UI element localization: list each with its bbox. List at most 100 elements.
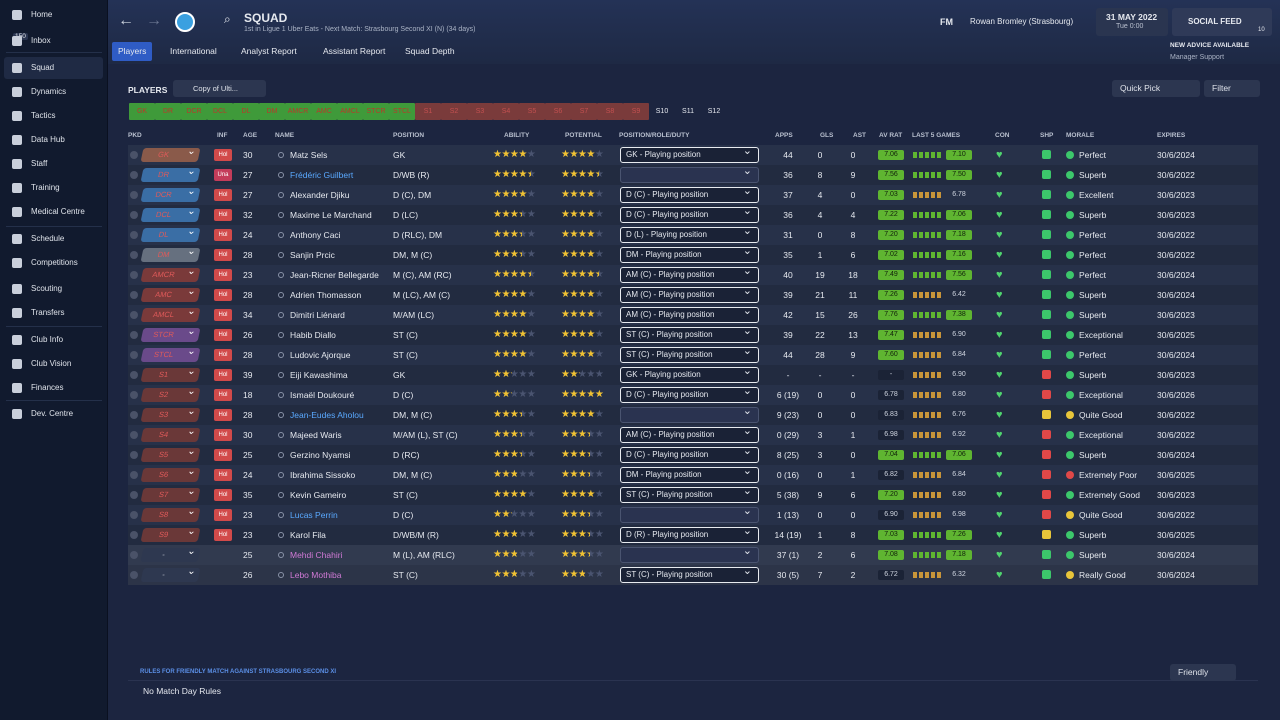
position-button[interactable]: S10 [655, 108, 669, 115]
position-button[interactable]: STCL [389, 103, 415, 120]
nav-item[interactable]: Staff [4, 153, 103, 175]
role-dropdown[interactable] [620, 505, 759, 523]
column-header[interactable]: GLS [820, 132, 834, 139]
player-row[interactable]: GK Hol 30 Matz Sels GK GK - Playing position 4… [128, 145, 1258, 165]
role-dropdown[interactable]: D (L) - Playing position [620, 225, 759, 243]
picked-position[interactable]: S8 [140, 508, 201, 522]
player-row[interactable]: S1 Hol 39 Eiji Kawashima GK GK - Playing posi… [128, 365, 1258, 385]
position-button[interactable]: AMCR [285, 103, 311, 120]
select-dot[interactable] [130, 331, 138, 339]
position-button[interactable]: DCR [181, 103, 207, 120]
player-name[interactable]: Ismaël Doukouré [290, 390, 355, 400]
role-dropdown[interactable] [620, 545, 759, 563]
column-header[interactable]: APPS [775, 132, 793, 139]
player-name[interactable]: Anthony Caci [290, 230, 341, 240]
role-dropdown[interactable]: D (C) - Playing position [620, 445, 759, 463]
player-name[interactable]: Habib Diallo [290, 330, 336, 340]
position-button[interactable]: S9 [623, 103, 649, 120]
nav-item[interactable]: Training [4, 177, 103, 199]
player-row[interactable]: - 25 Mehdi Chahiri M (L), AM (RLC) 37 (1) 2 6 7… [128, 545, 1258, 565]
select-dot[interactable] [130, 551, 138, 559]
player-name[interactable]: Maxime Le Marchand [290, 210, 372, 220]
match-type[interactable]: Friendly [1170, 664, 1236, 681]
player-row[interactable]: DL Hol 24 Anthony Caci D (RLC), DM D (L) - Pl… [128, 225, 1258, 245]
role-dropdown[interactable]: AM (C) - Playing position [620, 285, 759, 303]
column-header[interactable]: POSITION/ROLE/DUTY [619, 132, 690, 139]
picked-position[interactable]: S7 [140, 488, 201, 502]
role-dropdown[interactable]: D (C) - Playing position [620, 185, 759, 203]
quick-pick[interactable]: Quick Pick [1112, 80, 1200, 97]
nav-item[interactable]: Competitions [4, 252, 103, 274]
column-header[interactable]: LAST 5 GAMES [912, 132, 961, 139]
player-name[interactable]: Ibrahima Sissoko [290, 470, 356, 480]
position-button[interactable]: S7 [571, 103, 597, 120]
picked-position[interactable]: AMCR [140, 268, 201, 282]
position-button[interactable]: S2 [441, 103, 467, 120]
picked-position[interactable]: STCL [140, 348, 201, 362]
position-button[interactable]: AMCL [337, 103, 363, 120]
picked-position[interactable]: AMCL [140, 308, 201, 322]
player-name[interactable]: Alexander Djiku [290, 190, 350, 200]
position-button[interactable]: DL [233, 103, 259, 120]
select-dot[interactable] [130, 431, 138, 439]
position-button[interactable]: S4 [493, 103, 519, 120]
column-header[interactable]: AGE [243, 132, 258, 139]
player-name[interactable]: Matz Sels [290, 150, 328, 160]
nav-item[interactable]: Schedule [4, 228, 103, 250]
select-dot[interactable] [130, 571, 138, 579]
role-dropdown[interactable]: DM - Playing position [620, 245, 759, 263]
nav-item[interactable]: Club Vision [4, 353, 103, 375]
player-name[interactable]: Jean-Ricner Bellegarde [290, 270, 379, 280]
select-dot[interactable] [130, 371, 138, 379]
select-dot[interactable] [130, 191, 138, 199]
column-header[interactable]: NAME [275, 132, 295, 139]
tab[interactable]: Squad Depth [405, 46, 455, 56]
position-button[interactable]: STCR [363, 103, 389, 120]
view-select[interactable]: Copy of Ulti... [173, 80, 266, 97]
player-name[interactable]: Majeed Waris [290, 430, 342, 440]
column-header[interactable]: MORALE [1066, 132, 1095, 139]
select-dot[interactable] [130, 171, 138, 179]
select-dot[interactable] [130, 151, 138, 159]
select-dot[interactable] [130, 251, 138, 259]
column-header[interactable]: AV RAT [879, 132, 903, 139]
role-dropdown[interactable]: D (C) - Playing position [620, 205, 759, 223]
select-dot[interactable] [130, 211, 138, 219]
player-name[interactable]: Frédéric Guilbert [290, 170, 354, 180]
player-row[interactable]: DCR Hol 27 Alexander Djiku D (C), DM D (C) - … [128, 185, 1258, 205]
picked-position[interactable]: S9 [140, 528, 201, 542]
select-dot[interactable] [130, 511, 138, 519]
role-dropdown[interactable]: ST (C) - Playing position [620, 345, 759, 363]
nav-item[interactable]: Tactics [4, 105, 103, 127]
column-header[interactable]: CON [995, 132, 1010, 139]
player-name[interactable]: Lebo Mothiba [290, 570, 342, 580]
player-name[interactable]: Jean-Eudes Aholou [290, 410, 364, 420]
position-button[interactable]: S8 [597, 103, 623, 120]
role-dropdown[interactable]: ST (C) - Playing position [620, 565, 759, 583]
picked-position[interactable]: DCR [140, 188, 201, 202]
select-dot[interactable] [130, 231, 138, 239]
player-row[interactable]: STCL Hol 28 Ludovic Ajorque ST (C) ST (C) - P… [128, 345, 1258, 365]
player-row[interactable]: DR Una 27 Frédéric Guilbert D/WB (R) 36 8 9 7.56… [128, 165, 1258, 185]
position-button[interactable]: S12 [707, 108, 721, 115]
player-row[interactable]: AMC Hol 28 Adrien Thomasson M (LC), AM (C) AM… [128, 285, 1258, 305]
select-dot[interactable] [130, 271, 138, 279]
select-dot[interactable] [130, 351, 138, 359]
nav-item[interactable]: Dev. Centre [4, 403, 103, 425]
nav-item[interactable]: Home [4, 4, 103, 26]
tab[interactable]: Assistant Report [323, 46, 386, 56]
player-name[interactable]: Adrien Thomasson [290, 290, 362, 300]
player-row[interactable]: S8 Hol 23 Lucas Perrin D (C) 1 (13) 0 0 6.90 6.98… [128, 505, 1258, 525]
role-dropdown[interactable]: GK - Playing position [620, 145, 759, 163]
nav-item[interactable]: Transfers [4, 302, 103, 324]
select-dot[interactable] [130, 311, 138, 319]
role-dropdown[interactable]: GK - Playing position [620, 365, 759, 383]
player-name[interactable]: Eiji Kawashima [290, 370, 348, 380]
picked-position[interactable]: S2 [140, 388, 201, 402]
tab[interactable]: Players [112, 42, 153, 61]
picked-position[interactable]: AMC [140, 288, 201, 302]
nav-item[interactable]: Dynamics [4, 81, 103, 103]
role-dropdown[interactable]: AM (C) - Playing position [620, 305, 759, 323]
forward-button[interactable]: → [146, 12, 162, 29]
picked-position[interactable]: - [140, 568, 201, 582]
